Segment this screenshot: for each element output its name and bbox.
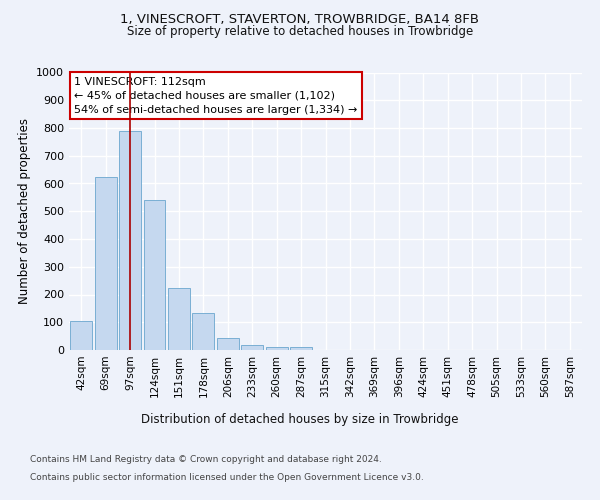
Bar [95,176,116,350]
Bar [70,322,92,350]
Text: Contains public sector information licensed under the Open Government Licence v3: Contains public sector information licen… [30,472,424,482]
Text: Contains HM Land Registry data © Crown copyright and database right 2024.: Contains HM Land Registry data © Crown c… [30,455,382,464]
Bar [217,338,239,350]
Bar [168,288,190,350]
Bar [193,313,214,350]
Bar [143,200,166,350]
Text: 1 VINESCROFT: 112sqm
← 45% of detached houses are smaller (1,102)
54% of semi-de: 1 VINESCROFT: 112sqm ← 45% of detached h… [74,76,358,114]
Bar [241,346,263,350]
Text: 1, VINESCROFT, STAVERTON, TROWBRIDGE, BA14 8FB: 1, VINESCROFT, STAVERTON, TROWBRIDGE, BA… [121,12,479,26]
Bar [119,132,141,350]
Text: Size of property relative to detached houses in Trowbridge: Size of property relative to detached ho… [127,25,473,38]
Text: Distribution of detached houses by size in Trowbridge: Distribution of detached houses by size … [141,412,459,426]
Bar [290,346,312,350]
Bar [266,347,287,350]
Y-axis label: Number of detached properties: Number of detached properties [17,118,31,304]
